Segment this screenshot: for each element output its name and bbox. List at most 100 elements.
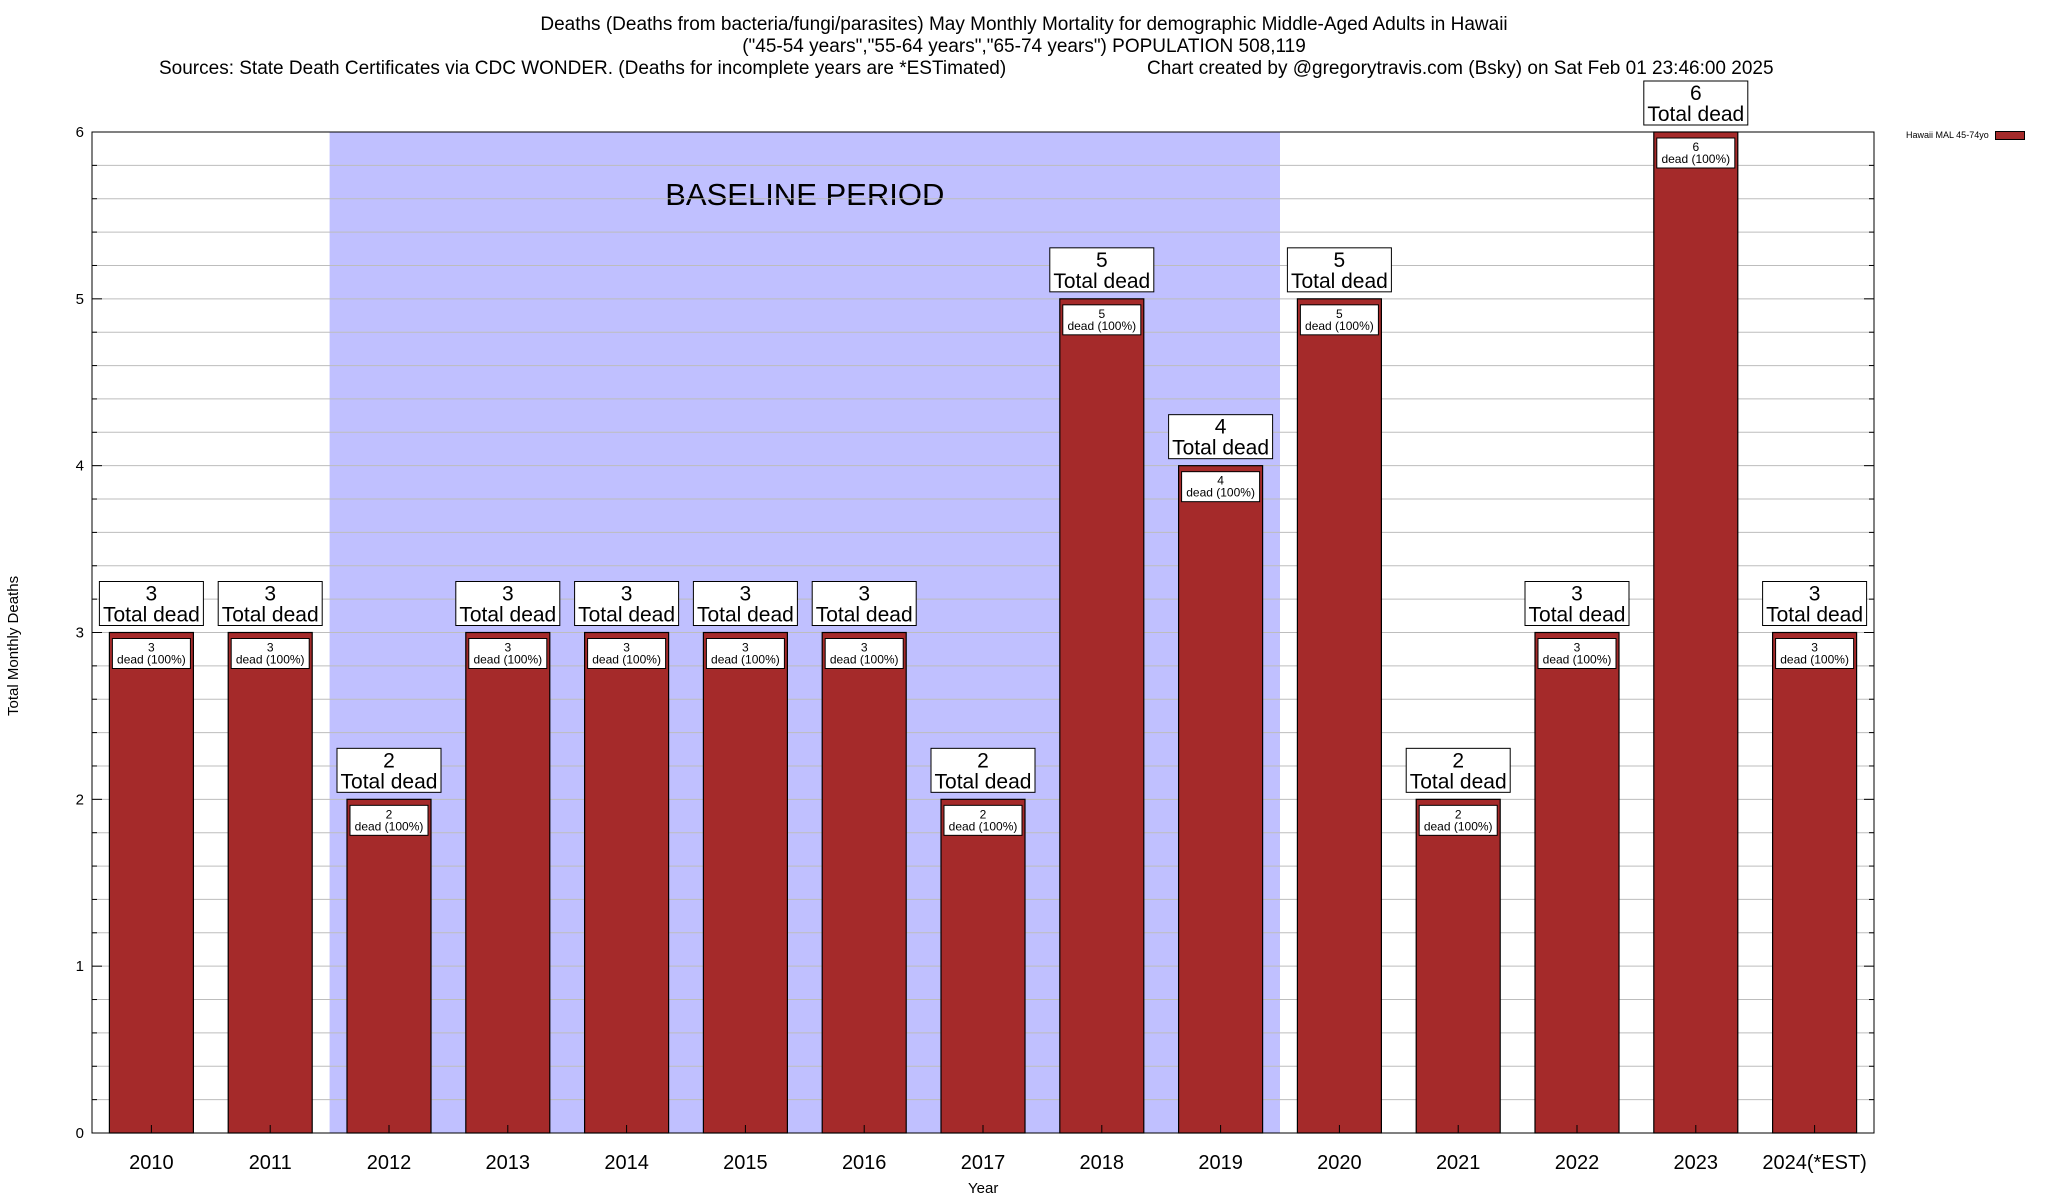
bar [1059,298,1145,1134]
bar [583,631,670,1134]
total-label-text: Total dead [1410,770,1507,793]
inner-label-count: 2 [980,807,987,821]
inner-label-box [1537,638,1617,669]
total-label-text: Total dead [1053,270,1150,293]
x-tick-label: 2019 [1198,1152,1243,1174]
inner-label-box [943,804,1023,836]
inner-label-box [587,638,667,669]
total-label-box [1049,247,1155,293]
total-label-count: 3 [1809,583,1821,606]
x-tick-label: 2018 [1080,1152,1125,1174]
inner-label-box [824,638,904,669]
x-tick-label: 2020 [1317,1152,1362,1174]
total-label-box [930,747,1036,793]
bar [1771,631,1858,1134]
inner-label-text: dead (100%) [1305,319,1374,333]
chart-subtitle: ("45-54 years","55-64 years","65-74 year… [742,36,1306,57]
x-tick-label: 2015 [723,1152,768,1174]
inner-label-count: 3 [1574,641,1581,655]
inner-label-count: 3 [623,641,630,655]
inner-label-text: dead (100%) [1780,653,1849,667]
x-tick-label: 2012 [367,1152,412,1174]
inner-label-count: 2 [386,807,393,821]
total-label-box [692,581,798,626]
total-label-text: Total dead [341,770,438,793]
inner-label-box [230,638,310,669]
y-tick-label: 5 [76,291,84,308]
inner-label-count: 3 [267,641,274,655]
inner-label-text: dead (100%) [355,819,424,833]
baseline-period-label: BASELINE PERIOD [665,177,944,212]
axes: 0 1 2 3 4 5 6 2010 2011 2012 2013 2014 2015 2016 2017 2… [76,124,1875,1174]
total-label-box [1286,247,1392,293]
y-tick-label: 2 [76,791,84,808]
inner-label-text: dead (100%) [1661,152,1730,166]
total-label-box [217,581,323,626]
inner-label-count: 6 [1692,140,1699,154]
total-label-box [98,581,204,626]
bar [940,798,1026,1134]
x-tick-label: 2022 [1555,1152,1600,1174]
total-label-box [1762,581,1868,626]
bar [702,631,789,1134]
total-label-text: Total dead [1172,437,1269,460]
inner-label-count: 5 [1098,307,1105,321]
x-tick-label: 2021 [1436,1152,1481,1174]
chart-title: Deaths (Deaths from bacteria/fungi/paras… [540,14,1508,35]
total-label-box [455,581,561,626]
y-tick-label: 3 [76,625,84,642]
bars [108,131,1858,1134]
x-axis-label: Year [968,1180,999,1197]
x-tick-label: 2010 [129,1152,174,1174]
total-label-count: 2 [977,749,989,772]
total-label-count: 5 [1096,249,1108,272]
x-tick-label: 2024(*EST) [1762,1152,1867,1174]
chart-title-block: Deaths (Deaths from bacteria/fungi/paras… [0,14,2048,79]
total-label-box [1524,581,1630,626]
x-tick-label: 2013 [486,1152,531,1174]
inner-label-box [1181,471,1261,503]
bar [227,631,313,1134]
total-label-count: 3 [1571,583,1583,606]
total-label-count: 6 [1690,82,1702,105]
inner-label-text: dead (100%) [236,653,305,667]
total-label-count: 3 [740,583,752,606]
total-label-text: Total dead [103,604,200,627]
inner-label-text: dead (100%) [949,819,1018,833]
inner-label-box [1656,137,1736,169]
bar [346,798,432,1134]
inner-label-text: dead (100%) [1186,486,1255,500]
total-label-text: Total dead [222,604,319,627]
inner-label-text: dead (100%) [117,653,186,667]
bar [465,631,551,1134]
inner-label-box [111,638,191,669]
total-label-count: 5 [1334,249,1346,272]
inner-label-count: 4 [1217,474,1224,488]
total-label-text: Total dead [1291,270,1388,293]
inner-label-box [1418,804,1498,836]
y-tick-label: 4 [76,458,84,475]
total-label-text: Total dead [816,604,913,627]
inner-label-text: dead (100%) [1424,819,1493,833]
chart-credit: Chart created by @gregorytravis.com (Bsk… [1147,58,1774,79]
inner-label-count: 3 [504,641,511,655]
total-label-count: 4 [1215,416,1227,439]
total-label-text: Total dead [1766,604,1863,627]
x-tick-label: 2023 [1674,1152,1719,1174]
total-label-count: 2 [383,749,395,772]
inner-label-count: 3 [148,641,155,655]
inner-label-box [1775,638,1855,669]
bar [1415,798,1501,1134]
inner-label-text: dead (100%) [1543,653,1612,667]
bar [108,631,195,1134]
x-tick-label: 2014 [604,1152,649,1174]
inner-label-text: dead (100%) [830,653,899,667]
y-axis-label: Total Monthly Deaths [5,575,22,716]
total-label-count: 3 [264,583,276,606]
bar [1177,465,1264,1134]
total-label-text: Total dead [935,770,1032,793]
inner-label-count: 3 [861,641,868,655]
y-tick-label: 6 [76,124,84,141]
